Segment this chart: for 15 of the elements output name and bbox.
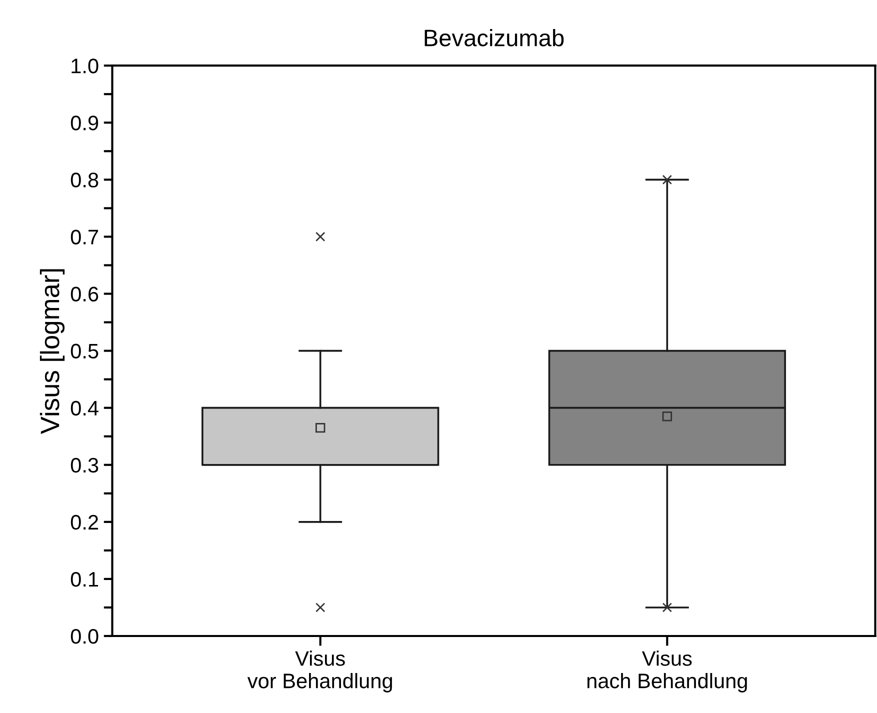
y-tick-label: 1.0 <box>72 58 98 74</box>
y-tick-label: 0.3 <box>70 458 98 473</box>
y-tick-label: 0.5 <box>70 344 98 359</box>
y-tick-label: 0.9 <box>70 116 98 130</box>
y-tick-label: 0.7 <box>70 230 98 244</box>
y-tick-label: 0.1 <box>70 572 98 587</box>
x-tick-label: Visus nach Behandlung <box>587 650 747 692</box>
x-tick-label: Visus vor Behandlung <box>247 650 392 692</box>
chart-title: Bevacizumab <box>424 29 564 46</box>
y-tick-label: 0.8 <box>70 172 98 188</box>
y-tick-label: 0.2 <box>70 514 98 530</box>
y-tick-label: 0.6 <box>70 286 98 302</box>
y-axis-title: Visus [logmar] <box>40 269 65 434</box>
y-tick-label: 0.4 <box>70 400 98 416</box>
y-tick-label: 0.0 <box>70 628 98 644</box>
